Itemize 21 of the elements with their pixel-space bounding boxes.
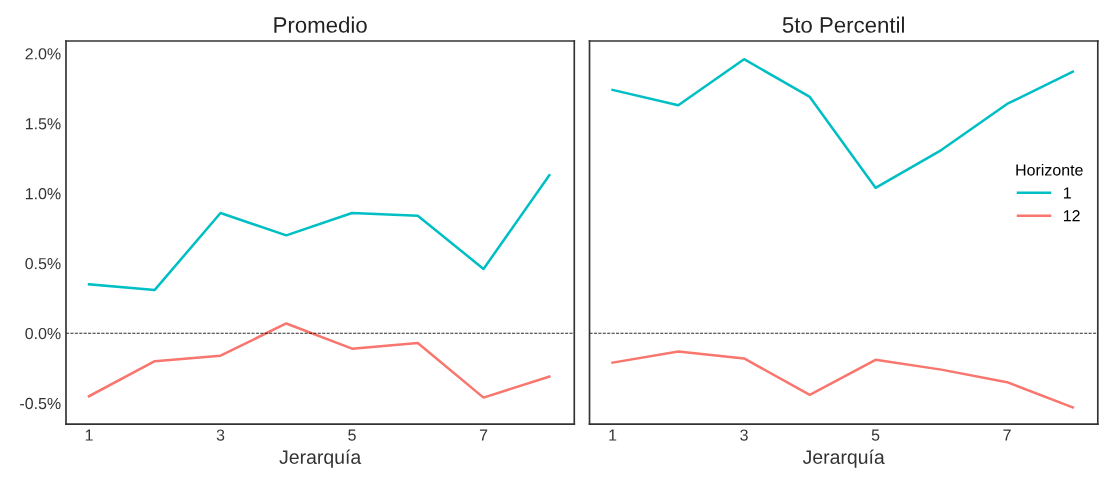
y-tick-label: 2.0%	[25, 48, 61, 60]
y-tick-label: 0.5%	[25, 257, 61, 270]
y-tick-label: -0.5%	[20, 397, 61, 410]
x-tick-label: 5	[348, 429, 356, 441]
x-tick-label: 7	[479, 429, 488, 441]
x-tick-label: 7	[1003, 429, 1011, 441]
x-axis-title: Jerarquía	[802, 449, 885, 468]
y-tick-label: 1.5%	[25, 118, 61, 130]
legend-label: 12	[1063, 210, 1080, 222]
legend-title: Horizonte	[1016, 163, 1083, 176]
y-tick-label: 0.0%	[25, 327, 61, 340]
x-axis-title: Jerarquía	[279, 449, 362, 468]
x-tick-label: 3	[740, 429, 748, 441]
x-tick-label: 5	[871, 429, 880, 441]
x-tick-label: 1	[85, 429, 93, 441]
y-tick-label: 1.0%	[25, 188, 61, 200]
chart-title: Promedio	[274, 16, 367, 33]
legend-label: 1	[1063, 187, 1071, 199]
x-tick-label: 1	[609, 429, 617, 441]
chart-title: 5to Percentil	[782, 16, 904, 33]
x-tick-label: 3	[216, 429, 225, 441]
